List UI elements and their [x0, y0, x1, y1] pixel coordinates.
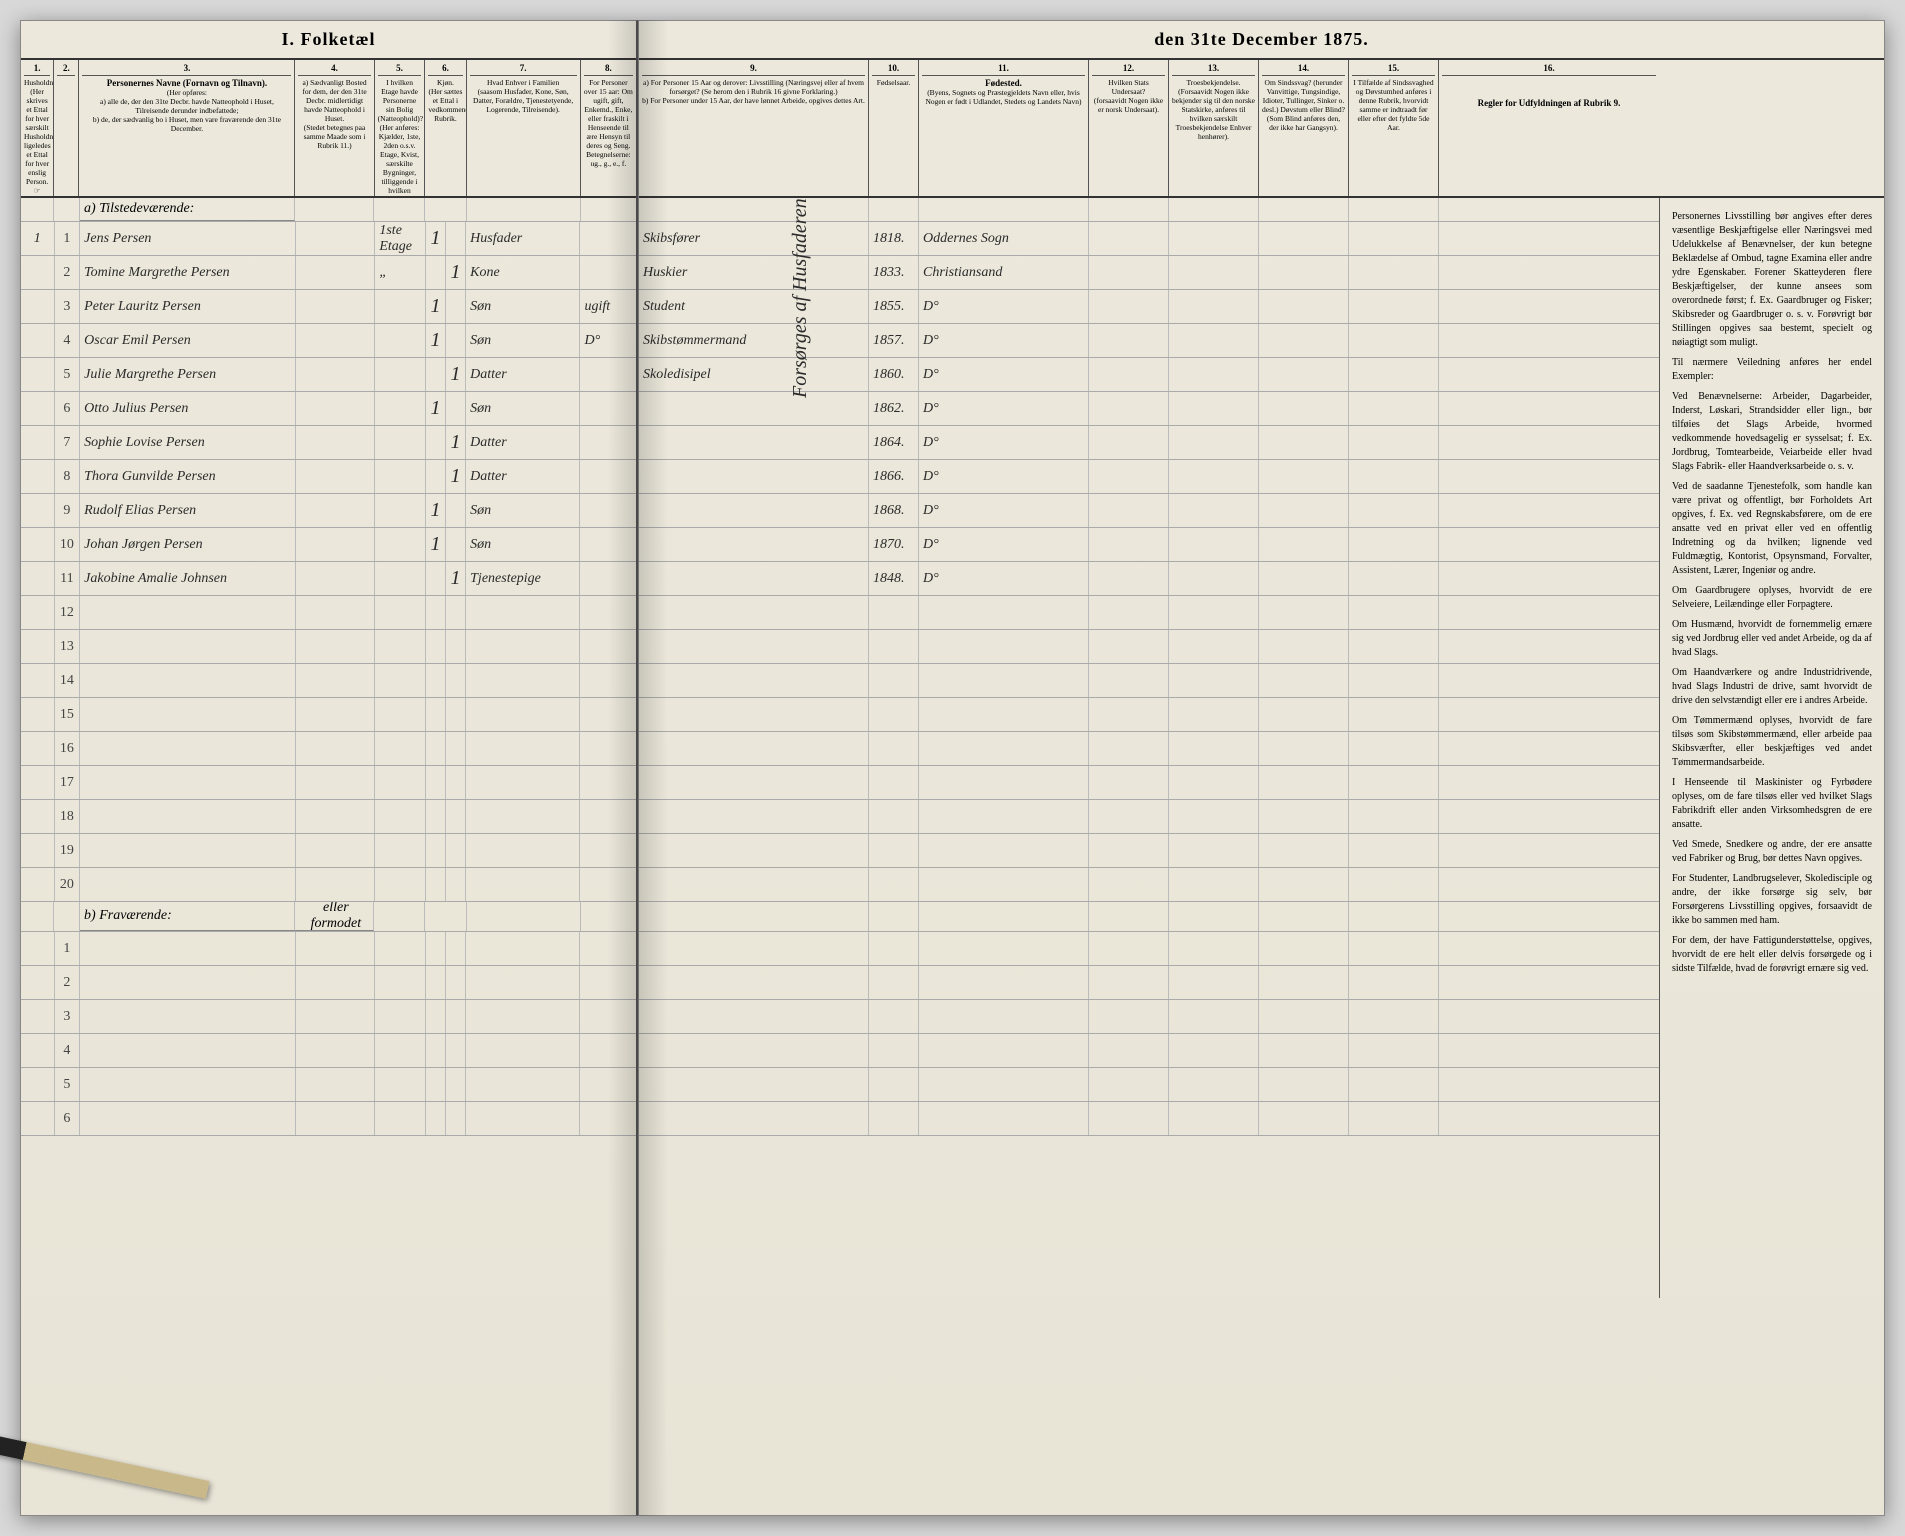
table-row	[639, 1034, 1659, 1068]
table-row: 1868. D°	[639, 494, 1659, 528]
table-row: 6	[21, 1102, 636, 1136]
table-row: 18	[21, 800, 636, 834]
table-row: 3 Peter Lauritz Persen 1 Søn ugift	[21, 290, 636, 324]
page-left: I. Folketæl 1.Husholdninger.(Her skrives…	[20, 20, 638, 1516]
rubrik-paragraph: Til nærmere Veiledning anføres her endel…	[1672, 356, 1872, 384]
table-row	[639, 698, 1659, 732]
table-body-right: Skibsfører 1818. Oddernes Sogn Huskier 1…	[639, 198, 1884, 1298]
table-row	[639, 1102, 1659, 1136]
rubrik-paragraph: Om Haandværkere og andre Industridrivend…	[1672, 666, 1872, 708]
table-row: 4 Oscar Emil Persen 1 Søn D°	[21, 324, 636, 358]
table-row	[639, 596, 1659, 630]
table-row	[639, 868, 1659, 902]
rubrik-paragraph: Ved de saadanne Tjenestefolk, som handle…	[1672, 480, 1872, 578]
table-body-left: a) Tilstedeværende: 1 1 Jens Persen 1ste…	[21, 198, 636, 1298]
column-headers-left: 1.Husholdninger.(Her skrives et Ettal fo…	[21, 58, 636, 198]
table-row	[639, 834, 1659, 868]
table-row: 8 Thora Gunvilde Persen 1 Datter	[21, 460, 636, 494]
rubrik-paragraph: Om Husmænd, hvorvidt de fornemmelig ernæ…	[1672, 618, 1872, 660]
table-row: 2 Tomine Margrethe Persen „ 1 Kone	[21, 256, 636, 290]
table-row: 16	[21, 732, 636, 766]
table-row	[639, 800, 1659, 834]
table-row: 13	[21, 630, 636, 664]
title-left: I. Folketæl	[21, 21, 636, 58]
table-row: 1870. D°	[639, 528, 1659, 562]
rubrik-paragraph: Ved Benævnelserne: Arbeider, Dagarbeider…	[1672, 390, 1872, 474]
table-row: 1866. D°	[639, 460, 1659, 494]
table-row: 12	[21, 596, 636, 630]
title-right: den 31te December 1875.	[639, 21, 1884, 58]
table-row: 11 Jakobine Amalie Johnsen 1 Tjenestepig…	[21, 562, 636, 596]
table-row: 5 Julie Margrethe Persen 1 Datter	[21, 358, 636, 392]
table-row: 1	[21, 932, 636, 966]
rubrik-paragraph: Om Gaardbrugere oplyses, hvorvidt de ere…	[1672, 584, 1872, 612]
table-row	[639, 630, 1659, 664]
rubrik-9-text: Personernes Livsstilling bør angives eft…	[1659, 198, 1884, 1298]
table-row	[639, 664, 1659, 698]
table-row: 19	[21, 834, 636, 868]
table-row: 6 Otto Julius Persen 1 Søn	[21, 392, 636, 426]
section-b-label: b) Fraværende:	[80, 902, 295, 931]
table-row	[639, 966, 1659, 1000]
page-right: den 31te December 1875. 9.a) For Persone…	[638, 20, 1885, 1516]
table-row: 10 Johan Jørgen Persen 1 Søn	[21, 528, 636, 562]
table-row: 5	[21, 1068, 636, 1102]
column-headers-right: 9.a) For Personer 15 Aar og derover: Liv…	[639, 58, 1884, 198]
table-row: 20	[21, 868, 636, 902]
table-row: 17	[21, 766, 636, 800]
rubrik-paragraph: Ved Smede, Snedkere og andre, der ere an…	[1672, 838, 1872, 866]
table-row: 15	[21, 698, 636, 732]
table-row: 4	[21, 1034, 636, 1068]
census-book: I. Folketæl 1.Husholdninger.(Her skrives…	[20, 20, 1885, 1516]
table-row: 7 Sophie Lovise Persen 1 Datter	[21, 426, 636, 460]
table-row	[639, 732, 1659, 766]
table-row	[639, 766, 1659, 800]
rubrik-paragraph: For dem, der have Fattigunderstøttelse, …	[1672, 934, 1872, 976]
table-row	[639, 932, 1659, 966]
vertical-note: Forsørges af Husfaderen	[789, 198, 812, 398]
rubrik-paragraph: I Henseende til Maskinister og Fyrbødere…	[1672, 776, 1872, 832]
table-row: 1848. D°	[639, 562, 1659, 596]
table-row: 14	[21, 664, 636, 698]
rubrik-paragraph: For Studenter, Landbrugselever, Skoledis…	[1672, 872, 1872, 928]
table-row: 2	[21, 966, 636, 1000]
table-row	[639, 1068, 1659, 1102]
table-row: 1864. D°	[639, 426, 1659, 460]
rubrik-paragraph: Personernes Livsstilling bør angives eft…	[1672, 210, 1872, 350]
table-row	[639, 1000, 1659, 1034]
table-row: 1 1 Jens Persen 1ste Etage 1 Husfader	[21, 222, 636, 256]
rubrik-paragraph: Om Tømmermænd oplyses, hvorvidt de fare …	[1672, 714, 1872, 770]
section-a-label: a) Tilstedeværende:	[80, 198, 295, 221]
table-row: 9 Rudolf Elias Persen 1 Søn	[21, 494, 636, 528]
table-row: 3	[21, 1000, 636, 1034]
